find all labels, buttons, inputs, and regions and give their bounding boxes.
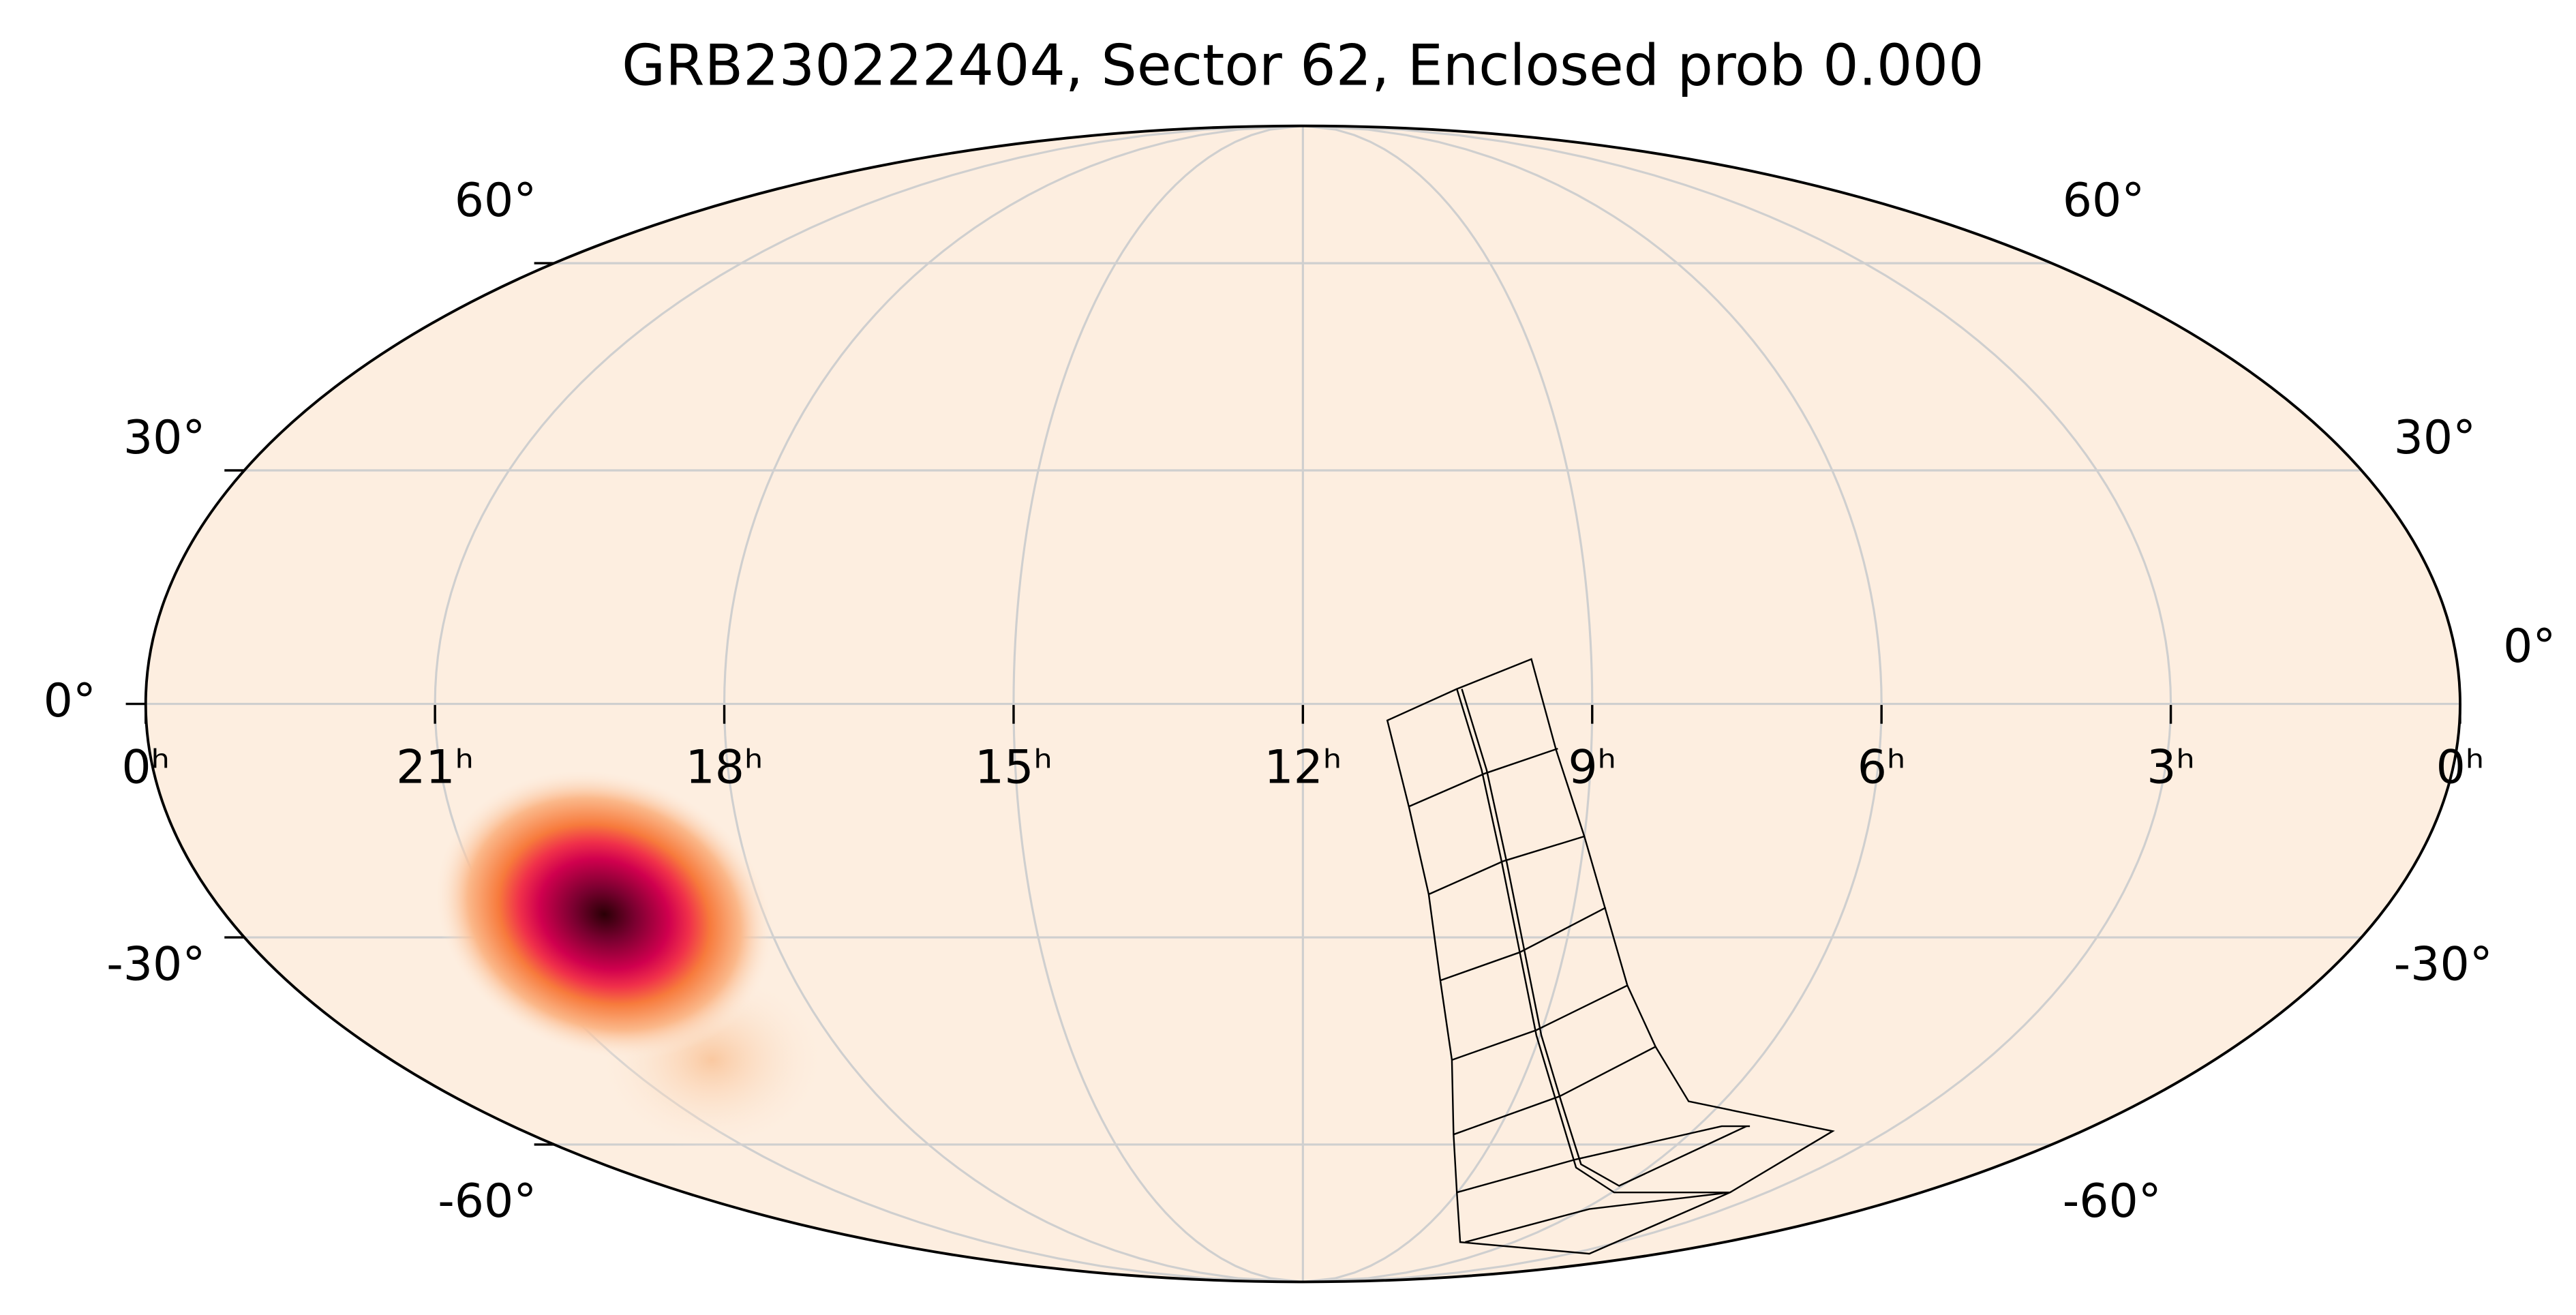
x-tick-label: 9ʰ xyxy=(1568,740,1616,794)
y-tick-label-left: 30° xyxy=(123,411,206,465)
footprint-divider xyxy=(1456,689,1730,1194)
x-tick-label: 18ʰ xyxy=(686,740,763,794)
y-tick-label-right: 0° xyxy=(2503,620,2556,674)
footprint-row xyxy=(1440,907,1607,982)
footprint-row xyxy=(1451,984,1628,1061)
y-tick-label-right: -30° xyxy=(2394,937,2493,991)
y-tick-label-left: 0° xyxy=(44,674,96,728)
footprint-row xyxy=(1408,747,1558,808)
footprint-row xyxy=(1456,1125,1751,1194)
x-tick-label: 21ʰ xyxy=(396,740,474,794)
x-tick-label: 0ʰ xyxy=(121,740,170,794)
y-tick-label-left: 60° xyxy=(455,174,537,228)
y-tick-label-left: -30° xyxy=(106,937,205,991)
tick-labels: 0ʰ 21ʰ 18ʰ 15ʰ 12ʰ 9ʰ 6ʰ 3ʰ 0ʰ -60° -60° -30° -30° 0°… xyxy=(44,174,2556,1228)
x-tick-label: 12ʰ xyxy=(1264,740,1342,794)
y-tick-label-left: -60° xyxy=(438,1175,536,1228)
x-tick-label: 3ʰ xyxy=(2147,740,2195,794)
y-tick-label-right: -60° xyxy=(2063,1175,2162,1228)
sector-footprint xyxy=(1386,658,1835,1255)
probability-blob xyxy=(434,769,775,1059)
y-tick-label-right: 30° xyxy=(2394,411,2476,465)
sky-outline xyxy=(144,124,2461,1284)
footprint-row xyxy=(1453,1046,1656,1136)
x-tick-label: 15ʰ xyxy=(975,740,1052,794)
footprint-outline xyxy=(1386,658,1835,1255)
chart-title: GRB230222404, Sector 62, Enclosed prob 0… xyxy=(622,33,1984,98)
y-tick-label-right: 60° xyxy=(2063,174,2145,228)
x-tick-label: 0ʰ xyxy=(2436,740,2485,794)
footprint-row xyxy=(1465,1192,1731,1243)
footprint-row xyxy=(1428,835,1585,896)
x-tick-label: 6ʰ xyxy=(1858,740,1906,794)
probability-map xyxy=(434,769,828,1151)
footprint-divider xyxy=(1461,689,1747,1187)
